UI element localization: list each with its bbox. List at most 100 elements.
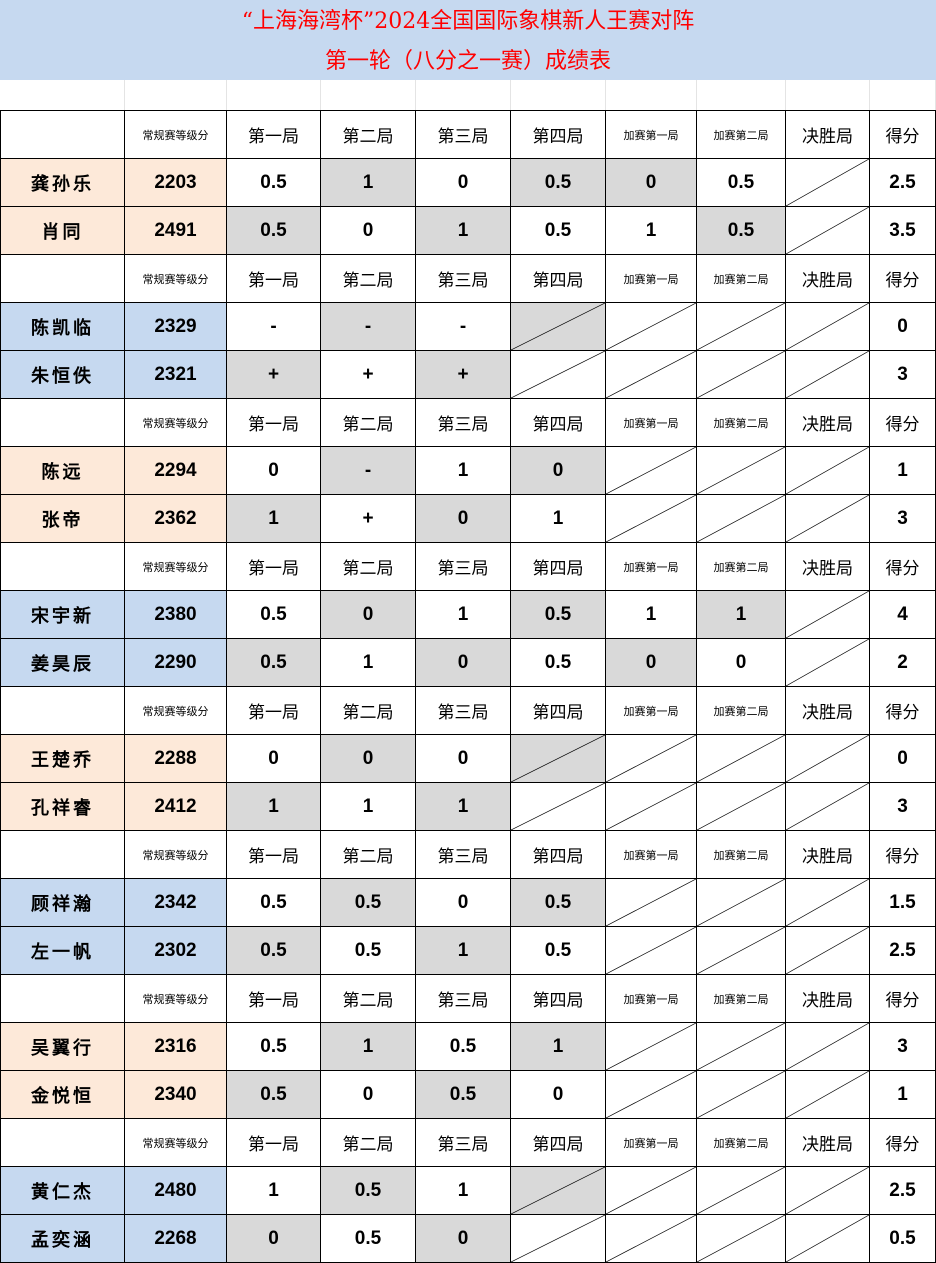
game-result	[511, 735, 606, 782]
total-score: 3	[870, 351, 936, 398]
game-result	[786, 1167, 870, 1214]
game-result: 0	[227, 1215, 321, 1262]
player-rating: 2290	[125, 639, 227, 686]
diagonal-slash	[606, 783, 696, 830]
column-header: 第四局	[511, 831, 606, 878]
player-name: 黄仁杰	[0, 1167, 125, 1214]
game-result	[606, 1215, 697, 1262]
player-rating: 2288	[125, 735, 227, 782]
game-result: 1	[697, 591, 786, 638]
game-result: 0	[416, 495, 511, 542]
player-row: 顾祥瀚 2342 0.5 0.5 0 0.5 1.5	[0, 879, 936, 927]
column-header: 常规赛等级分	[125, 831, 227, 878]
column-header: 加赛第一局	[606, 255, 697, 302]
game-result	[511, 1215, 606, 1262]
game-result: +	[227, 351, 321, 398]
diagonal-slash	[786, 495, 869, 542]
game-result	[606, 879, 697, 926]
game-result: 1	[227, 495, 321, 542]
header-blank	[0, 111, 125, 158]
player-row: 孟奕涵 2268 0 0.5 0 0.5	[0, 1215, 936, 1263]
column-header: 加赛第一局	[606, 687, 697, 734]
column-header: 第三局	[416, 543, 511, 590]
player-row: 黄仁杰 2480 1 0.5 1 2.5	[0, 1167, 936, 1215]
column-header: 第三局	[416, 975, 511, 1022]
game-result: 1	[227, 1167, 321, 1214]
game-result: 0.5	[227, 927, 321, 974]
column-header: 决胜局	[786, 111, 870, 158]
game-result	[786, 351, 870, 398]
game-result	[697, 351, 786, 398]
column-header: 常规赛等级分	[125, 975, 227, 1022]
game-result: 0.5	[511, 639, 606, 686]
diagonal-slash	[786, 1023, 869, 1070]
game-result	[697, 495, 786, 542]
column-header: 第三局	[416, 255, 511, 302]
player-name: 王楚乔	[0, 735, 125, 782]
diagonal-slash	[786, 639, 869, 686]
diagonal-slash	[697, 495, 785, 542]
diagonal-slash	[606, 447, 696, 494]
diagonal-slash	[606, 1167, 696, 1214]
column-header: 加赛第一局	[606, 975, 697, 1022]
total-score: 3	[870, 1023, 936, 1070]
player-name: 宋宇新	[0, 591, 125, 638]
game-result: 0.5	[416, 1071, 511, 1118]
header-row: 常规赛等级分 第一局 第二局 第三局 第四局 加赛第一局 加赛第二局 决胜局 得分	[0, 255, 936, 303]
game-result: 0.5	[227, 591, 321, 638]
column-header: 常规赛等级分	[125, 111, 227, 158]
game-result	[606, 783, 697, 830]
column-header: 得分	[870, 255, 936, 302]
player-name: 姜昊辰	[0, 639, 125, 686]
player-rating: 2380	[125, 591, 227, 638]
game-result	[606, 303, 697, 350]
game-result	[697, 879, 786, 926]
column-header: 第一局	[227, 975, 321, 1022]
game-result: 0.5	[511, 927, 606, 974]
column-header: 第一局	[227, 111, 321, 158]
game-result	[786, 1023, 870, 1070]
column-header: 决胜局	[786, 975, 870, 1022]
player-rating: 2491	[125, 207, 227, 254]
column-header: 加赛第二局	[697, 111, 786, 158]
game-result: -	[321, 447, 416, 494]
diagonal-slash	[511, 1215, 605, 1262]
column-header: 决胜局	[786, 687, 870, 734]
column-header: 常规赛等级分	[125, 1119, 227, 1166]
game-result: 1	[416, 927, 511, 974]
player-rating: 2203	[125, 159, 227, 206]
spacer-cell	[606, 80, 697, 110]
game-result: 1	[511, 1023, 606, 1070]
player-rating: 2294	[125, 447, 227, 494]
column-header: 第四局	[511, 687, 606, 734]
column-header: 决胜局	[786, 831, 870, 878]
game-result: 0	[416, 1215, 511, 1262]
player-name: 金悦恒	[0, 1071, 125, 1118]
total-score: 3	[870, 495, 936, 542]
header-row: 常规赛等级分 第一局 第二局 第三局 第四局 加赛第一局 加赛第二局 决胜局 得分	[0, 1119, 936, 1167]
player-name: 龚孙乐	[0, 159, 125, 206]
game-result	[606, 735, 697, 782]
game-result	[606, 1071, 697, 1118]
diagonal-slash	[511, 735, 605, 782]
spacer-cell	[511, 80, 606, 110]
diagonal-slash	[606, 735, 696, 782]
game-result	[697, 1023, 786, 1070]
player-row: 王楚乔 2288 0 0 0 0	[0, 735, 936, 783]
diagonal-slash	[697, 783, 785, 830]
column-header: 加赛第二局	[697, 543, 786, 590]
player-name: 张帝	[0, 495, 125, 542]
game-result: 0.5	[227, 879, 321, 926]
header-row: 常规赛等级分 第一局 第二局 第三局 第四局 加赛第一局 加赛第二局 决胜局 得分	[0, 399, 936, 447]
column-header: 第四局	[511, 975, 606, 1022]
spacer-cell	[870, 80, 936, 110]
player-rating: 2362	[125, 495, 227, 542]
diagonal-slash	[786, 735, 869, 782]
game-result	[511, 1167, 606, 1214]
game-result: 0	[511, 447, 606, 494]
column-header: 加赛第一局	[606, 111, 697, 158]
game-result	[606, 1167, 697, 1214]
game-result: 1	[321, 159, 416, 206]
column-header: 第二局	[321, 975, 416, 1022]
game-result: 0.5	[697, 159, 786, 206]
